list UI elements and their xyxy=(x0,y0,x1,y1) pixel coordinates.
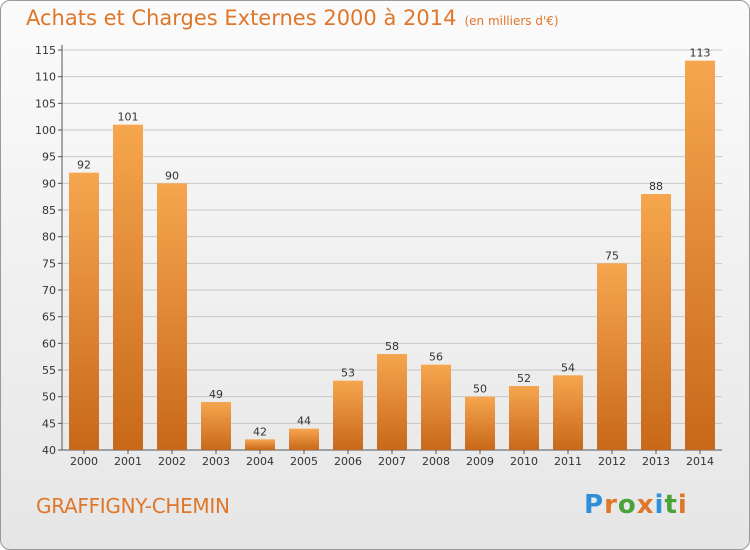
logo-letter: r xyxy=(604,490,618,520)
x-tick-label: 2000 xyxy=(70,455,98,468)
x-tick-label: 2003 xyxy=(202,455,230,468)
y-tick-label: 95 xyxy=(42,151,56,164)
bar-2001 xyxy=(113,124,143,451)
bar-2012 xyxy=(597,263,627,450)
y-tick-label: 55 xyxy=(42,364,56,377)
data-label: 75 xyxy=(605,249,619,262)
axes: 40 45 50 55 60 65 70 75 80 85 90 95 100 105 110 115 2000… xyxy=(35,44,722,468)
y-tick-label: 50 xyxy=(42,391,56,404)
data-label: 49 xyxy=(209,388,223,401)
bars xyxy=(69,60,715,451)
y-tick-label: 110 xyxy=(35,71,56,84)
x-tick-label: 2006 xyxy=(334,455,362,468)
y-tick-label: 65 xyxy=(42,311,56,324)
y-tick-label: 40 xyxy=(42,444,56,457)
data-label: 50 xyxy=(473,383,487,396)
data-label: 101 xyxy=(118,111,139,124)
y-tick-label: 90 xyxy=(42,177,56,190)
bar-2007 xyxy=(377,354,407,450)
title-text: Achats et Charges Externes 2000 à 2014 xyxy=(26,6,457,30)
proxiti-logo: Proxiti xyxy=(584,490,688,520)
bar-2006 xyxy=(333,380,363,450)
x-tick-label: 2013 xyxy=(642,455,670,468)
y-tick-label: 45 xyxy=(42,417,56,430)
commune-name: GRAFFIGNY-CHEMIN xyxy=(36,494,230,518)
chart-title: Achats et Charges Externes 2000 à 2014 (e… xyxy=(26,6,559,30)
bar-2000 xyxy=(69,172,99,450)
y-tick-label: 85 xyxy=(42,204,56,217)
x-tick-label: 2014 xyxy=(686,455,714,468)
x-tick-label: 2004 xyxy=(246,455,274,468)
x-tick-label: 2011 xyxy=(554,455,582,468)
data-label: 56 xyxy=(429,351,443,364)
data-label: 53 xyxy=(341,367,355,380)
x-tick-label: 2007 xyxy=(378,455,406,468)
logo-letter: i xyxy=(677,490,688,520)
logo-letter: t xyxy=(664,490,678,520)
data-label: 54 xyxy=(561,361,575,374)
bar-2011 xyxy=(553,375,583,450)
x-tick-label: 2005 xyxy=(290,455,318,468)
data-label: 42 xyxy=(253,425,267,438)
x-tick-label: 2009 xyxy=(466,455,494,468)
data-label: 88 xyxy=(649,180,663,193)
bar-2002 xyxy=(157,183,187,451)
y-tick-label: 70 xyxy=(42,284,56,297)
logo-letter: i xyxy=(654,490,665,520)
data-label: 52 xyxy=(517,372,531,385)
logo-letter: P xyxy=(584,490,605,520)
bar-2013 xyxy=(641,194,671,450)
bar-2009 xyxy=(465,396,495,450)
x-tick-label: 2012 xyxy=(598,455,626,468)
data-labels: 92 101 90 49 42 44 53 58 56 50 52 54 75 88 113 xyxy=(77,47,711,439)
y-tick-label: 80 xyxy=(42,231,56,244)
y-tick-label: 60 xyxy=(42,337,56,350)
x-tick-label: 2010 xyxy=(510,455,538,468)
y-tick-label: 115 xyxy=(35,44,56,57)
x-tick-label: 2002 xyxy=(158,455,186,468)
bar-2010 xyxy=(509,386,539,450)
y-tick-label: 105 xyxy=(35,97,56,110)
data-label: 92 xyxy=(77,159,91,172)
bar-2014 xyxy=(685,60,715,451)
data-label: 113 xyxy=(690,47,711,60)
unit-note: (en milliers d'€) xyxy=(464,14,559,28)
y-tick-label: 75 xyxy=(42,257,56,270)
logo-letter: o xyxy=(617,490,637,520)
data-label: 44 xyxy=(297,415,311,428)
x-tick-label: 2001 xyxy=(114,455,142,468)
data-label: 58 xyxy=(385,340,399,353)
logo-letter: x xyxy=(636,490,655,520)
y-tick-label: 100 xyxy=(35,124,56,137)
data-label: 90 xyxy=(165,169,179,182)
bar-2005 xyxy=(289,428,319,450)
bar-2004 xyxy=(245,439,275,450)
bar-2008 xyxy=(421,364,451,450)
x-tick-label: 2008 xyxy=(422,455,450,468)
bar-2003 xyxy=(201,402,231,450)
